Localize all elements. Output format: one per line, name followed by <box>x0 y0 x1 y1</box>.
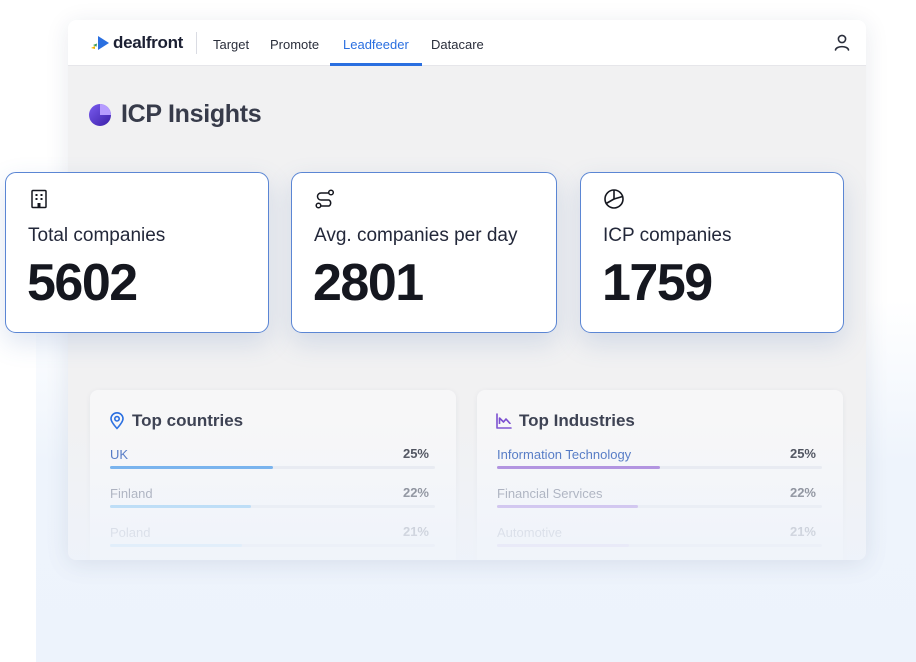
page-title: ICP Insights <box>121 100 262 128</box>
industry-percent: 22% <box>789 485 816 500</box>
progress-fill <box>497 544 629 547</box>
country-label: Finland <box>110 486 153 501</box>
list-item: Financial Services 22% <box>497 485 822 518</box>
stat-label: ICP companies <box>603 225 732 246</box>
tab-target[interactable]: Target <box>213 37 250 52</box>
country-label: Poland <box>110 525 151 540</box>
tab-leadfeeder[interactable]: Leadfeeder <box>343 37 409 52</box>
stat-value: 5602 <box>27 254 138 312</box>
industry-label: Financial Services <box>497 486 603 501</box>
stat-label: Total companies <box>28 225 166 246</box>
route-icon <box>315 189 335 209</box>
country-label: UK <box>110 447 129 462</box>
user-icon[interactable] <box>834 34 850 51</box>
stat-card-icp-companies: ICP companies 1759 <box>580 172 844 333</box>
progress-track <box>497 505 822 508</box>
top-countries-panel: Top countries UK 25% Finland 22% Poland … <box>90 390 456 560</box>
pie-chart-icon <box>604 189 624 209</box>
progress-fill <box>497 466 660 469</box>
logo[interactable]: dealfront <box>89 33 183 53</box>
top-countries-header: Top countries <box>108 411 243 431</box>
stat-value: 2801 <box>313 254 424 312</box>
country-percent: 22% <box>402 485 429 500</box>
building-icon <box>31 189 47 209</box>
progress-track <box>497 466 822 469</box>
progress-track <box>110 505 435 508</box>
progress-fill <box>110 505 252 508</box>
progress-fill <box>110 466 273 469</box>
top-industries-header: Top Industries <box>495 411 635 431</box>
progress-track <box>110 544 435 547</box>
progress-fill <box>497 505 639 508</box>
list-item: UK 25% <box>110 446 435 479</box>
stat-card-avg-per-day: Avg. companies per day 2801 <box>291 172 557 333</box>
country-percent: 25% <box>402 446 429 461</box>
list-item: Automotive 21% <box>497 524 822 557</box>
logo-text: dealfront <box>113 33 184 52</box>
top-industries-title: Top Industries <box>519 411 635 430</box>
list-item: Poland 21% <box>110 524 435 557</box>
location-pin-icon <box>110 412 124 430</box>
progress-track <box>497 544 822 547</box>
industry-percent: 21% <box>789 524 816 539</box>
progress-track <box>110 466 435 469</box>
top-countries-title: Top countries <box>132 411 244 430</box>
country-percent: 21% <box>402 524 429 539</box>
top-industries-panel: Top Industries Information Technology 25… <box>477 390 843 560</box>
stat-label: Avg. companies per day <box>314 225 518 246</box>
industry-percent: 25% <box>789 446 816 461</box>
nav-divider <box>196 32 197 54</box>
stat-card-total-companies: Total companies 5602 <box>5 172 269 333</box>
line-chart-icon <box>496 413 512 429</box>
active-tab-indicator <box>330 63 422 66</box>
pie-chart-logo-icon <box>89 103 111 126</box>
stat-value: 1759 <box>602 254 713 312</box>
page-header: ICP Insights <box>88 100 262 129</box>
list-item: Information Technology 25% <box>497 446 822 479</box>
tab-promote[interactable]: Promote <box>270 37 320 52</box>
top-nav: dealfront Target Promote Leadfeeder Data… <box>68 20 866 66</box>
progress-fill <box>110 544 242 547</box>
dealfront-logo-icon <box>91 36 109 50</box>
list-item: Finland 22% <box>110 485 435 518</box>
industry-label: Information Technology <box>497 447 632 462</box>
industry-label: Automotive <box>497 525 563 540</box>
tab-datacare[interactable]: Datacare <box>431 37 484 52</box>
